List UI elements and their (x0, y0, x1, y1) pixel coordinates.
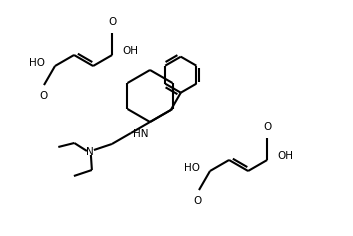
Text: O: O (194, 196, 202, 206)
Text: HO: HO (184, 163, 200, 173)
Text: O: O (108, 17, 116, 27)
Text: O: O (39, 91, 47, 101)
Text: OH: OH (277, 151, 293, 161)
Text: HN: HN (133, 129, 149, 139)
Text: HO: HO (29, 58, 45, 68)
Text: OH: OH (122, 46, 138, 56)
Text: N: N (86, 147, 94, 157)
Text: O: O (263, 122, 271, 132)
